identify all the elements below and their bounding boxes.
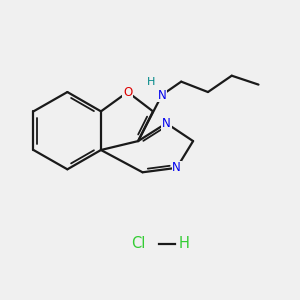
Text: Cl: Cl — [131, 236, 145, 251]
Text: N: N — [158, 88, 166, 101]
Text: O: O — [123, 85, 132, 98]
Text: N: N — [162, 117, 171, 130]
Text: N: N — [172, 161, 181, 174]
Text: H: H — [147, 76, 156, 87]
Text: H: H — [179, 236, 190, 251]
